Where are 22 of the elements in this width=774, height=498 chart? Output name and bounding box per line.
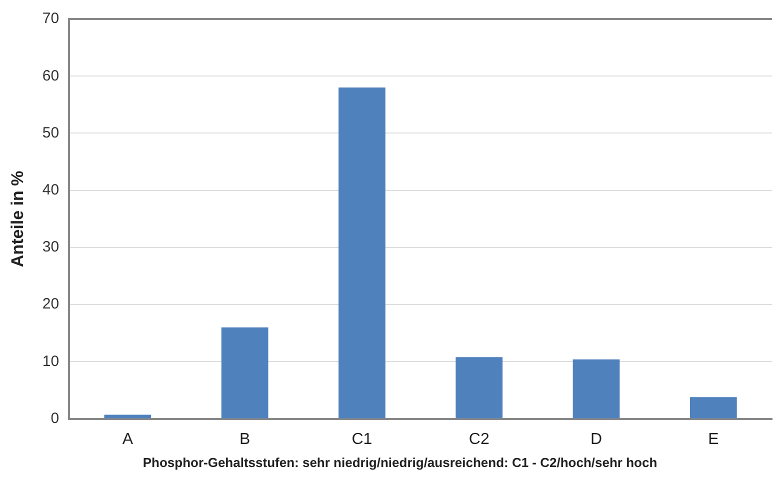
x-tick-label: A bbox=[122, 430, 134, 448]
x-axis-title: Phosphor-Gehaltsstufen: sehr niedrig/niedrig/ausreichend: C1 - C2/hoch/sehr hoch bbox=[142, 454, 658, 471]
x-tick-label: C2 bbox=[468, 430, 490, 448]
y-tick-label: 30 bbox=[42, 238, 60, 256]
y-tick-label: 20 bbox=[42, 296, 60, 313]
y-tick-label: 70 bbox=[42, 10, 60, 28]
y-tick-label: 40 bbox=[42, 181, 60, 198]
bar bbox=[221, 327, 268, 418]
x-tick-label: B bbox=[239, 430, 250, 448]
y-tick-label: 10 bbox=[42, 352, 60, 370]
y-tick-label: 60 bbox=[42, 67, 60, 84]
bar bbox=[572, 359, 620, 418]
y-tick-label: 50 bbox=[42, 124, 60, 142]
bar bbox=[338, 88, 386, 418]
y-axis-title: Anteile in % bbox=[8, 170, 27, 268]
x-tick-label: D bbox=[590, 430, 602, 448]
bar bbox=[456, 357, 503, 418]
bar bbox=[690, 397, 737, 418]
x-tick-label: E bbox=[708, 430, 719, 448]
bar bbox=[104, 414, 152, 418]
y-tick-label: 0 bbox=[50, 410, 60, 427]
x-tick-label: C1 bbox=[352, 430, 372, 448]
